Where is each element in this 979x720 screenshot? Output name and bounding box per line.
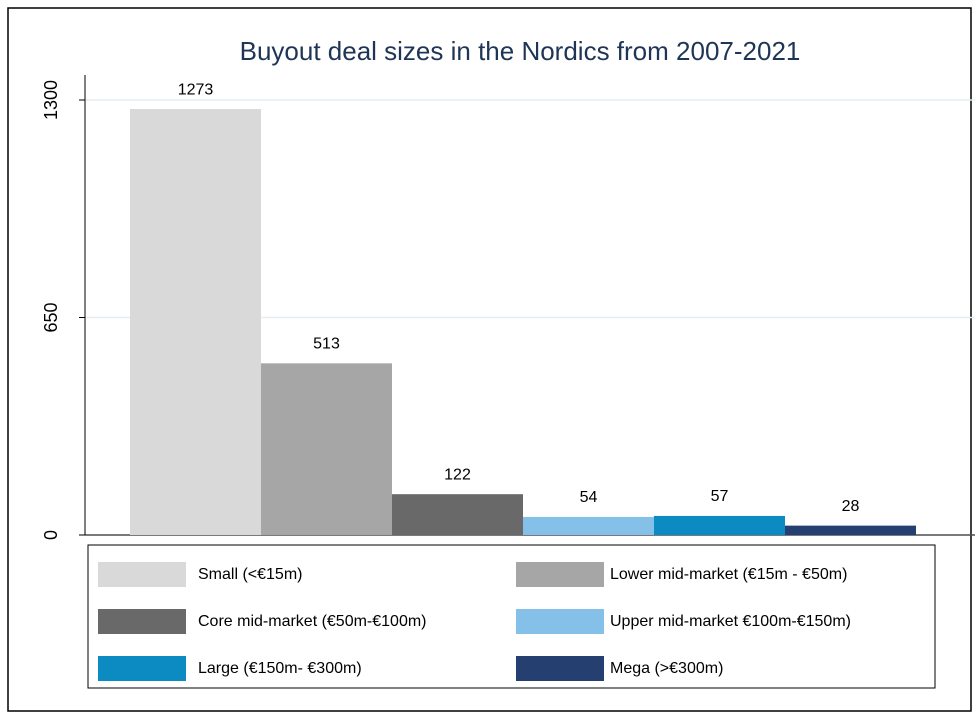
value-label: 57 <box>711 488 729 505</box>
y-tick-label: 650 <box>41 302 61 332</box>
y-tick-label: 1300 <box>41 80 61 120</box>
bar <box>261 363 392 535</box>
legend-swatch <box>516 609 604 634</box>
value-label: 1273 <box>178 81 214 98</box>
legend-swatch <box>516 656 604 681</box>
bar <box>130 109 261 536</box>
bar <box>654 515 785 535</box>
bar <box>392 494 523 535</box>
chart-border <box>7 7 972 712</box>
legend-label: Upper mid-market €100m-€150m) <box>610 613 851 630</box>
bar <box>523 516 654 535</box>
legend-label: Small (<€15m) <box>198 566 302 583</box>
value-label: 54 <box>580 489 598 506</box>
legend-swatch <box>98 562 186 587</box>
chart-title: Buyout deal sizes in the Nordics from 20… <box>240 36 801 66</box>
legend-swatch <box>98 656 186 681</box>
legend-label: Lower mid-market (€15m - €50m) <box>610 566 847 583</box>
legend-swatch <box>98 609 186 634</box>
bar <box>785 525 916 535</box>
value-label: 28 <box>842 498 860 515</box>
legend-label: Large (€150m- €300m) <box>198 660 362 677</box>
value-label: 122 <box>444 466 471 483</box>
legend-label: Mega (>€300m) <box>610 660 723 677</box>
value-label: 513 <box>313 336 340 353</box>
legend-label: Core mid-market (€50m-€100m) <box>198 613 427 630</box>
y-tick-label: 0 <box>41 530 61 540</box>
legend-swatch <box>516 562 604 587</box>
legend-box <box>87 544 936 689</box>
